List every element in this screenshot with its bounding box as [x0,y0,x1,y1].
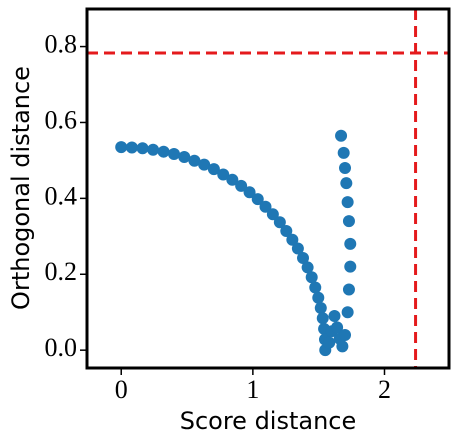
point [266,208,279,221]
point [305,271,318,284]
y-tick-label: 0.0 [45,333,78,362]
point [339,328,352,341]
point [335,129,348,142]
point [344,237,357,250]
point [344,260,357,273]
point [286,233,299,246]
point [336,340,349,353]
y-tick-label: 0.2 [45,257,78,286]
x-tick-label: 2 [378,375,391,404]
point [340,177,353,190]
x-tick-label: 1 [246,375,259,404]
point [341,306,354,319]
y-tick-label: 0.8 [45,30,78,59]
plot-frame [85,7,451,370]
point [125,141,138,154]
point [157,145,170,158]
point [280,225,293,238]
point [309,281,322,294]
point [323,336,336,349]
point [328,310,341,323]
point [235,179,248,192]
point [115,141,128,154]
point [168,147,181,160]
y-axis-label: Orthogonal distance [7,66,35,310]
point [198,158,211,171]
point [273,216,286,229]
point [251,193,264,206]
point [217,168,230,181]
point [301,261,314,274]
y-tick-label: 0.6 [45,105,78,134]
point [188,154,201,167]
point [291,242,304,255]
point [331,321,344,334]
point [339,162,352,175]
point [316,312,329,325]
point [226,173,239,186]
point [136,142,149,155]
point [314,302,327,315]
point [342,215,355,228]
point [297,251,310,264]
x-tick-label: 0 [115,375,128,404]
point [312,291,325,304]
point [243,186,256,199]
point [178,151,191,164]
y-tick-label: 0.4 [45,181,78,210]
point [341,196,354,209]
point [147,143,160,156]
point [337,146,350,159]
point [259,200,272,213]
point [342,283,355,296]
point [207,163,220,176]
x-axis-label: Score distance [180,407,357,435]
